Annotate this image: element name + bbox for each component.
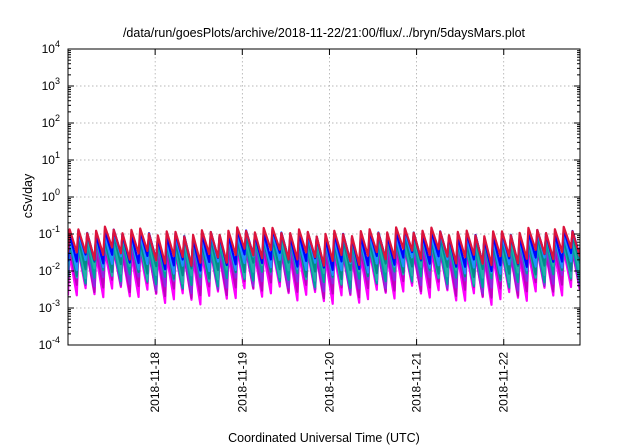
x-tick-label: 2018-11-19 [235,352,249,413]
y-tick-label: 10-3 [39,298,60,315]
y-tick-label: 103 [42,76,60,93]
y-tick-label: 10-2 [39,261,60,278]
x-tick-label: 2018-11-18 [148,352,162,413]
x-tick-label: 2018-11-22 [497,352,511,413]
x-tick-label: 2018-11-20 [322,352,336,413]
y-tick-label: 10-1 [39,224,60,241]
y-tick-label: 101 [42,150,60,167]
y-tick-label: 104 [42,39,60,56]
x-axis-label: Coordinated Universal Time (UTC) [228,431,420,445]
x-tick-label: 2018-11-21 [410,352,424,413]
axis-ticks: 10-4 10-3 10-2 10-1 100 101 102 103 104 2018-11-1… [39,39,580,413]
y-tick-label: 102 [42,113,60,130]
chart-title: /data/run/goesPlots/archive/2018-11-22/2… [123,26,526,40]
y-axis-label: cSv/day [21,173,35,218]
y-tick-label: 10-4 [39,335,60,352]
y-tick-label: 100 [42,187,60,204]
series-line [68,232,580,281]
data-series [68,225,580,306]
series-line [68,225,580,267]
